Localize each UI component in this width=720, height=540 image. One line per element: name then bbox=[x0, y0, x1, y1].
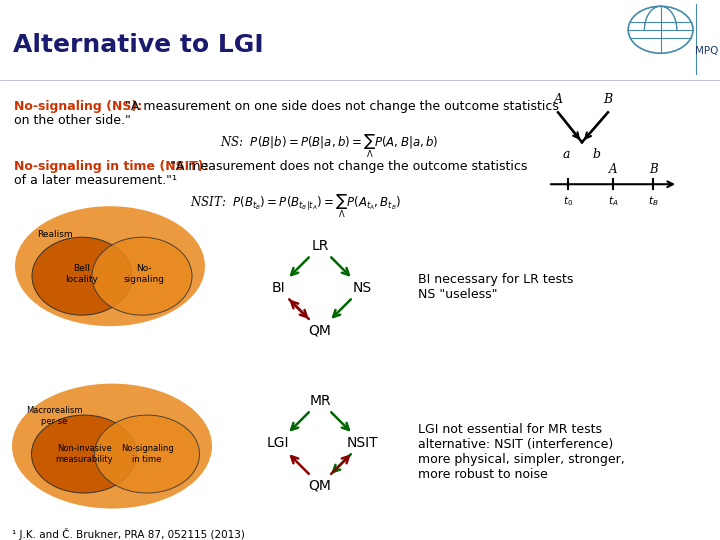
Text: NSIT: NSIT bbox=[346, 436, 378, 450]
Text: No-signaling in time (NSIT):: No-signaling in time (NSIT): bbox=[14, 160, 209, 173]
Text: a: a bbox=[562, 148, 570, 161]
Ellipse shape bbox=[15, 206, 205, 326]
Ellipse shape bbox=[92, 237, 192, 315]
Text: B: B bbox=[649, 163, 657, 176]
Text: ¹ J.K. and Č. Brukner, PRA 87, 052115 (2013): ¹ J.K. and Č. Brukner, PRA 87, 052115 (2… bbox=[12, 528, 245, 540]
Text: Non-invasive
measurability: Non-invasive measurability bbox=[55, 444, 113, 464]
Text: MR: MR bbox=[309, 394, 330, 408]
Text: Bell
locality: Bell locality bbox=[66, 265, 99, 284]
Ellipse shape bbox=[32, 415, 137, 493]
Text: MPQ: MPQ bbox=[696, 46, 719, 56]
Text: BI: BI bbox=[271, 281, 285, 295]
Text: A: A bbox=[608, 163, 617, 176]
Text: NS: NS bbox=[352, 281, 372, 295]
Ellipse shape bbox=[94, 415, 199, 493]
Text: LGI not essential for MR tests
alternative: NSIT (interference)
more physical, s: LGI not essential for MR tests alternati… bbox=[418, 423, 625, 481]
Text: on the other side.": on the other side." bbox=[14, 114, 131, 127]
Text: Realism: Realism bbox=[37, 230, 73, 239]
Text: No-signaling
in time: No-signaling in time bbox=[121, 444, 174, 464]
Text: b: b bbox=[592, 148, 600, 161]
Text: NSIT:  $P(B_{t_B}) = P(B_{t_B|t_A}) = \sum_{\Lambda} P(A_{t_A}, B_{t_B})$: NSIT: $P(B_{t_B}) = P(B_{t_B|t_A}) = \su… bbox=[190, 192, 401, 220]
Text: $t_0$: $t_0$ bbox=[563, 194, 573, 208]
Text: QM: QM bbox=[309, 323, 331, 337]
Text: $t_A$: $t_A$ bbox=[608, 194, 618, 208]
Text: BI necessary for LR tests
NS "useless": BI necessary for LR tests NS "useless" bbox=[418, 273, 573, 301]
Text: "A measurement on one side does not change the outcome statistics: "A measurement on one side does not chan… bbox=[121, 100, 559, 113]
Text: A: A bbox=[554, 93, 562, 106]
Text: No-signaling (NS):: No-signaling (NS): bbox=[14, 100, 143, 113]
Text: LGI: LGI bbox=[266, 436, 289, 450]
Text: $t_B$: $t_B$ bbox=[648, 194, 658, 208]
Text: "A measurement does not change the outcome statistics: "A measurement does not change the outco… bbox=[166, 160, 527, 173]
Ellipse shape bbox=[32, 237, 132, 315]
Text: of a later measurement."¹: of a later measurement."¹ bbox=[14, 174, 177, 187]
Ellipse shape bbox=[12, 383, 212, 509]
Text: B: B bbox=[603, 93, 613, 106]
Text: No-
signaling: No- signaling bbox=[124, 265, 164, 284]
Text: NS:  $P(B|b) = P(B|a,b) = \sum_{\Lambda} P(A,B|a,b)$: NS: $P(B|b) = P(B|a,b) = \sum_{\Lambda} … bbox=[220, 132, 438, 160]
Text: Macrorealism
per se: Macrorealism per se bbox=[26, 407, 82, 426]
Text: Alternative to LGI: Alternative to LGI bbox=[13, 33, 264, 57]
Text: LR: LR bbox=[311, 239, 329, 253]
Text: QM: QM bbox=[309, 478, 331, 492]
